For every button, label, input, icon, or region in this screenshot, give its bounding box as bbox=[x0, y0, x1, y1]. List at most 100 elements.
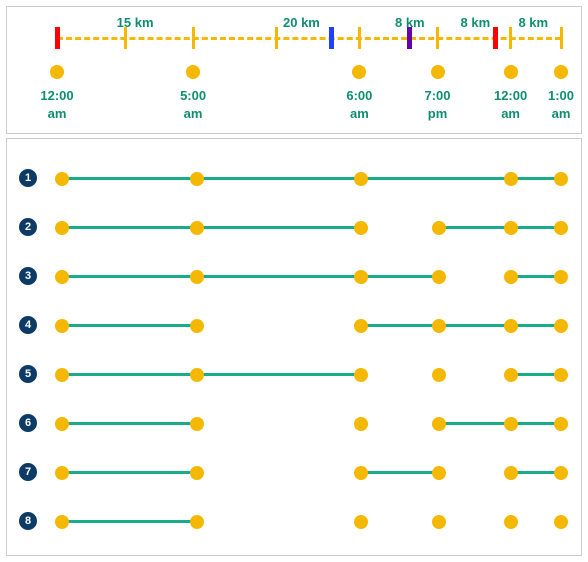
timeline-stop-label: 1:00 am bbox=[548, 87, 574, 123]
timeline-stop-dot bbox=[554, 65, 568, 79]
axis-tick bbox=[560, 27, 563, 49]
row-node bbox=[504, 221, 518, 235]
distance-label: 15 km bbox=[117, 15, 154, 30]
row-node bbox=[354, 515, 368, 529]
row-segment bbox=[361, 471, 438, 474]
option-row: 1 bbox=[7, 157, 581, 197]
row-node bbox=[354, 221, 368, 235]
row-node bbox=[504, 368, 518, 382]
row-segment bbox=[439, 422, 561, 425]
distance-label: 8 km bbox=[460, 15, 490, 30]
row-node bbox=[432, 319, 446, 333]
row-node bbox=[354, 417, 368, 431]
rows-panel: 1 2 3 4 5 6 7 8 bbox=[6, 138, 582, 556]
row-number-badge: 2 bbox=[19, 218, 37, 236]
row-node bbox=[190, 172, 204, 186]
row-node bbox=[190, 270, 204, 284]
row-node bbox=[55, 172, 69, 186]
timeline-stop-label: 7:00 pm bbox=[425, 87, 451, 123]
option-row: 7 bbox=[7, 451, 581, 491]
row-node bbox=[190, 221, 204, 235]
timeline-stop-label: 12:00 am bbox=[494, 87, 527, 123]
row-segment bbox=[62, 373, 361, 376]
row-segment bbox=[361, 324, 561, 327]
axis-tick bbox=[358, 27, 361, 49]
row-node bbox=[504, 319, 518, 333]
row-node bbox=[554, 466, 568, 480]
row-node bbox=[354, 319, 368, 333]
option-row: 4 bbox=[7, 304, 581, 344]
overlay-tick bbox=[329, 27, 334, 49]
row-node bbox=[432, 515, 446, 529]
row-node bbox=[354, 368, 368, 382]
row-node bbox=[354, 172, 368, 186]
row-node bbox=[554, 270, 568, 284]
row-node bbox=[432, 368, 446, 382]
timeline-panel: 12:00 am5:00 am6:00 am7:00 pm12:00 am1:0… bbox=[6, 6, 582, 134]
row-node bbox=[504, 466, 518, 480]
row-node bbox=[55, 319, 69, 333]
row-node bbox=[55, 221, 69, 235]
option-row: 8 bbox=[7, 500, 581, 540]
option-row: 3 bbox=[7, 255, 581, 295]
row-node bbox=[554, 368, 568, 382]
row-segment bbox=[62, 422, 197, 425]
row-node bbox=[504, 270, 518, 284]
row-node bbox=[190, 417, 204, 431]
axis-tick bbox=[436, 27, 439, 49]
row-number-badge: 8 bbox=[19, 512, 37, 530]
overlay-tick bbox=[407, 27, 412, 49]
distance-label: 8 km bbox=[395, 15, 425, 30]
row-segment bbox=[439, 226, 561, 229]
row-node bbox=[432, 270, 446, 284]
row-node bbox=[55, 417, 69, 431]
row-segment bbox=[62, 177, 561, 180]
option-row: 2 bbox=[7, 206, 581, 246]
timeline-stop-dot bbox=[504, 65, 518, 79]
distance-label: 20 km bbox=[283, 15, 320, 30]
option-row: 6 bbox=[7, 402, 581, 442]
timeline-stop-dot bbox=[50, 65, 64, 79]
row-node bbox=[554, 172, 568, 186]
row-node bbox=[55, 466, 69, 480]
axis-tick bbox=[124, 27, 127, 49]
axis-tick bbox=[509, 27, 512, 49]
row-node bbox=[504, 515, 518, 529]
row-number-badge: 5 bbox=[19, 365, 37, 383]
row-node bbox=[190, 319, 204, 333]
timeline-stop-dot bbox=[186, 65, 200, 79]
distance-label: 8 km bbox=[518, 15, 548, 30]
timeline-stop-label: 12:00 am bbox=[40, 87, 73, 123]
row-node bbox=[554, 319, 568, 333]
axis-tick bbox=[192, 27, 195, 49]
row-node bbox=[55, 515, 69, 529]
row-node bbox=[504, 417, 518, 431]
row-segment bbox=[62, 520, 197, 523]
row-number-badge: 7 bbox=[19, 463, 37, 481]
row-node bbox=[504, 172, 518, 186]
row-segment bbox=[62, 471, 197, 474]
row-node bbox=[554, 417, 568, 431]
row-number-badge: 3 bbox=[19, 267, 37, 285]
row-node bbox=[354, 466, 368, 480]
row-number-badge: 1 bbox=[19, 169, 37, 187]
timeline-stop-dot bbox=[352, 65, 366, 79]
timeline-axis bbox=[57, 37, 561, 40]
row-node bbox=[190, 466, 204, 480]
row-segment bbox=[62, 275, 439, 278]
row-node bbox=[55, 368, 69, 382]
row-node bbox=[432, 417, 446, 431]
row-node bbox=[190, 368, 204, 382]
option-row: 5 bbox=[7, 353, 581, 393]
row-node bbox=[432, 221, 446, 235]
row-node bbox=[190, 515, 204, 529]
timeline-stop-dot bbox=[431, 65, 445, 79]
row-number-badge: 4 bbox=[19, 316, 37, 334]
axis-tick bbox=[275, 27, 278, 49]
row-node bbox=[55, 270, 69, 284]
row-segment bbox=[62, 226, 361, 229]
overlay-tick bbox=[493, 27, 498, 49]
row-node bbox=[554, 515, 568, 529]
row-number-badge: 6 bbox=[19, 414, 37, 432]
row-node bbox=[554, 221, 568, 235]
